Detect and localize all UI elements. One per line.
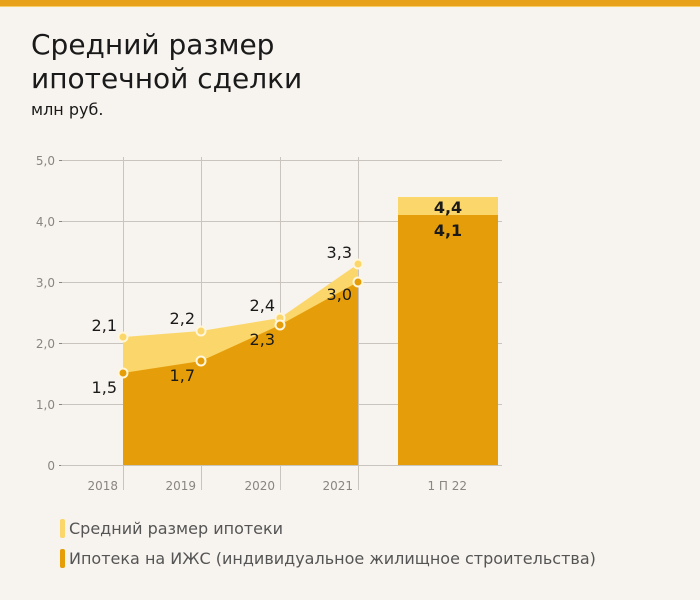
x-axis-ticks: 2018 2019 2020 2021 1 П 22 xyxy=(87,479,467,493)
legend-label: Средний размер ипотеки xyxy=(69,519,284,538)
label-avg-bar: 4,4 xyxy=(434,198,462,217)
y-axis-ticks: 0 1,0 2,0 3,0 4,0 5,0 xyxy=(36,154,55,473)
izhs-mortgage-area xyxy=(123,282,358,465)
data-point[interactable] xyxy=(117,331,129,343)
data-point[interactable] xyxy=(117,367,129,379)
x-tick: 2021 xyxy=(322,479,353,493)
unit-label: млн руб. xyxy=(31,100,104,119)
label-izhs-bar: 4,1 xyxy=(434,221,462,240)
data-labels: 2,1 2,2 2,4 3,3 1,5 1,7 2,3 3,0 xyxy=(92,243,352,397)
y-tick: 4,0 xyxy=(36,215,55,229)
data-point[interactable] xyxy=(195,355,207,367)
bar-labels: 4,4 4,1 xyxy=(434,198,462,240)
label-avg: 3,3 xyxy=(327,243,352,262)
bar-izhs-1p22 xyxy=(398,215,498,465)
x-tick: 1 П 22 xyxy=(427,479,467,493)
y-tick: 2,0 xyxy=(36,337,55,351)
legend-label: Ипотека на ИЖС (индивидуальное жилищное … xyxy=(69,549,596,568)
legend-item-avg: Средний размер ипотеки xyxy=(60,518,283,538)
avg-markers xyxy=(117,258,364,343)
title-line-2: ипотечной сделки xyxy=(31,62,303,95)
data-point[interactable] xyxy=(274,319,286,331)
data-point[interactable] xyxy=(352,258,364,270)
legend-swatch xyxy=(60,549,65,568)
label-avg: 2,4 xyxy=(250,296,275,315)
y-tick: 3,0 xyxy=(36,276,55,290)
label-izhs: 3,0 xyxy=(327,285,352,304)
label-izhs: 2,3 xyxy=(250,330,275,349)
x-tick: 2018 xyxy=(87,479,118,493)
label-izhs: 1,7 xyxy=(170,366,195,385)
top-accent-bar xyxy=(0,0,700,7)
x-tick: 2019 xyxy=(165,479,196,493)
izhs-markers xyxy=(117,276,364,379)
x-tick: 2020 xyxy=(244,479,275,493)
chart-title: Средний размер ипотечной сделки xyxy=(31,28,302,96)
data-point[interactable] xyxy=(352,276,364,288)
y-axis-tick-marks xyxy=(59,160,62,466)
label-izhs: 1,5 xyxy=(92,378,117,397)
y-tick: 5,0 xyxy=(36,154,55,168)
y-tick: 1,0 xyxy=(36,398,55,412)
data-point[interactable] xyxy=(195,325,207,337)
label-avg: 2,2 xyxy=(170,309,195,328)
legend-swatch xyxy=(60,519,65,538)
label-avg: 2,1 xyxy=(92,316,117,335)
y-tick: 0 xyxy=(47,459,55,473)
legend-item-izhs: Ипотека на ИЖС (индивидуальное жилищное … xyxy=(60,548,596,568)
title-line-1: Средний размер xyxy=(31,28,275,61)
